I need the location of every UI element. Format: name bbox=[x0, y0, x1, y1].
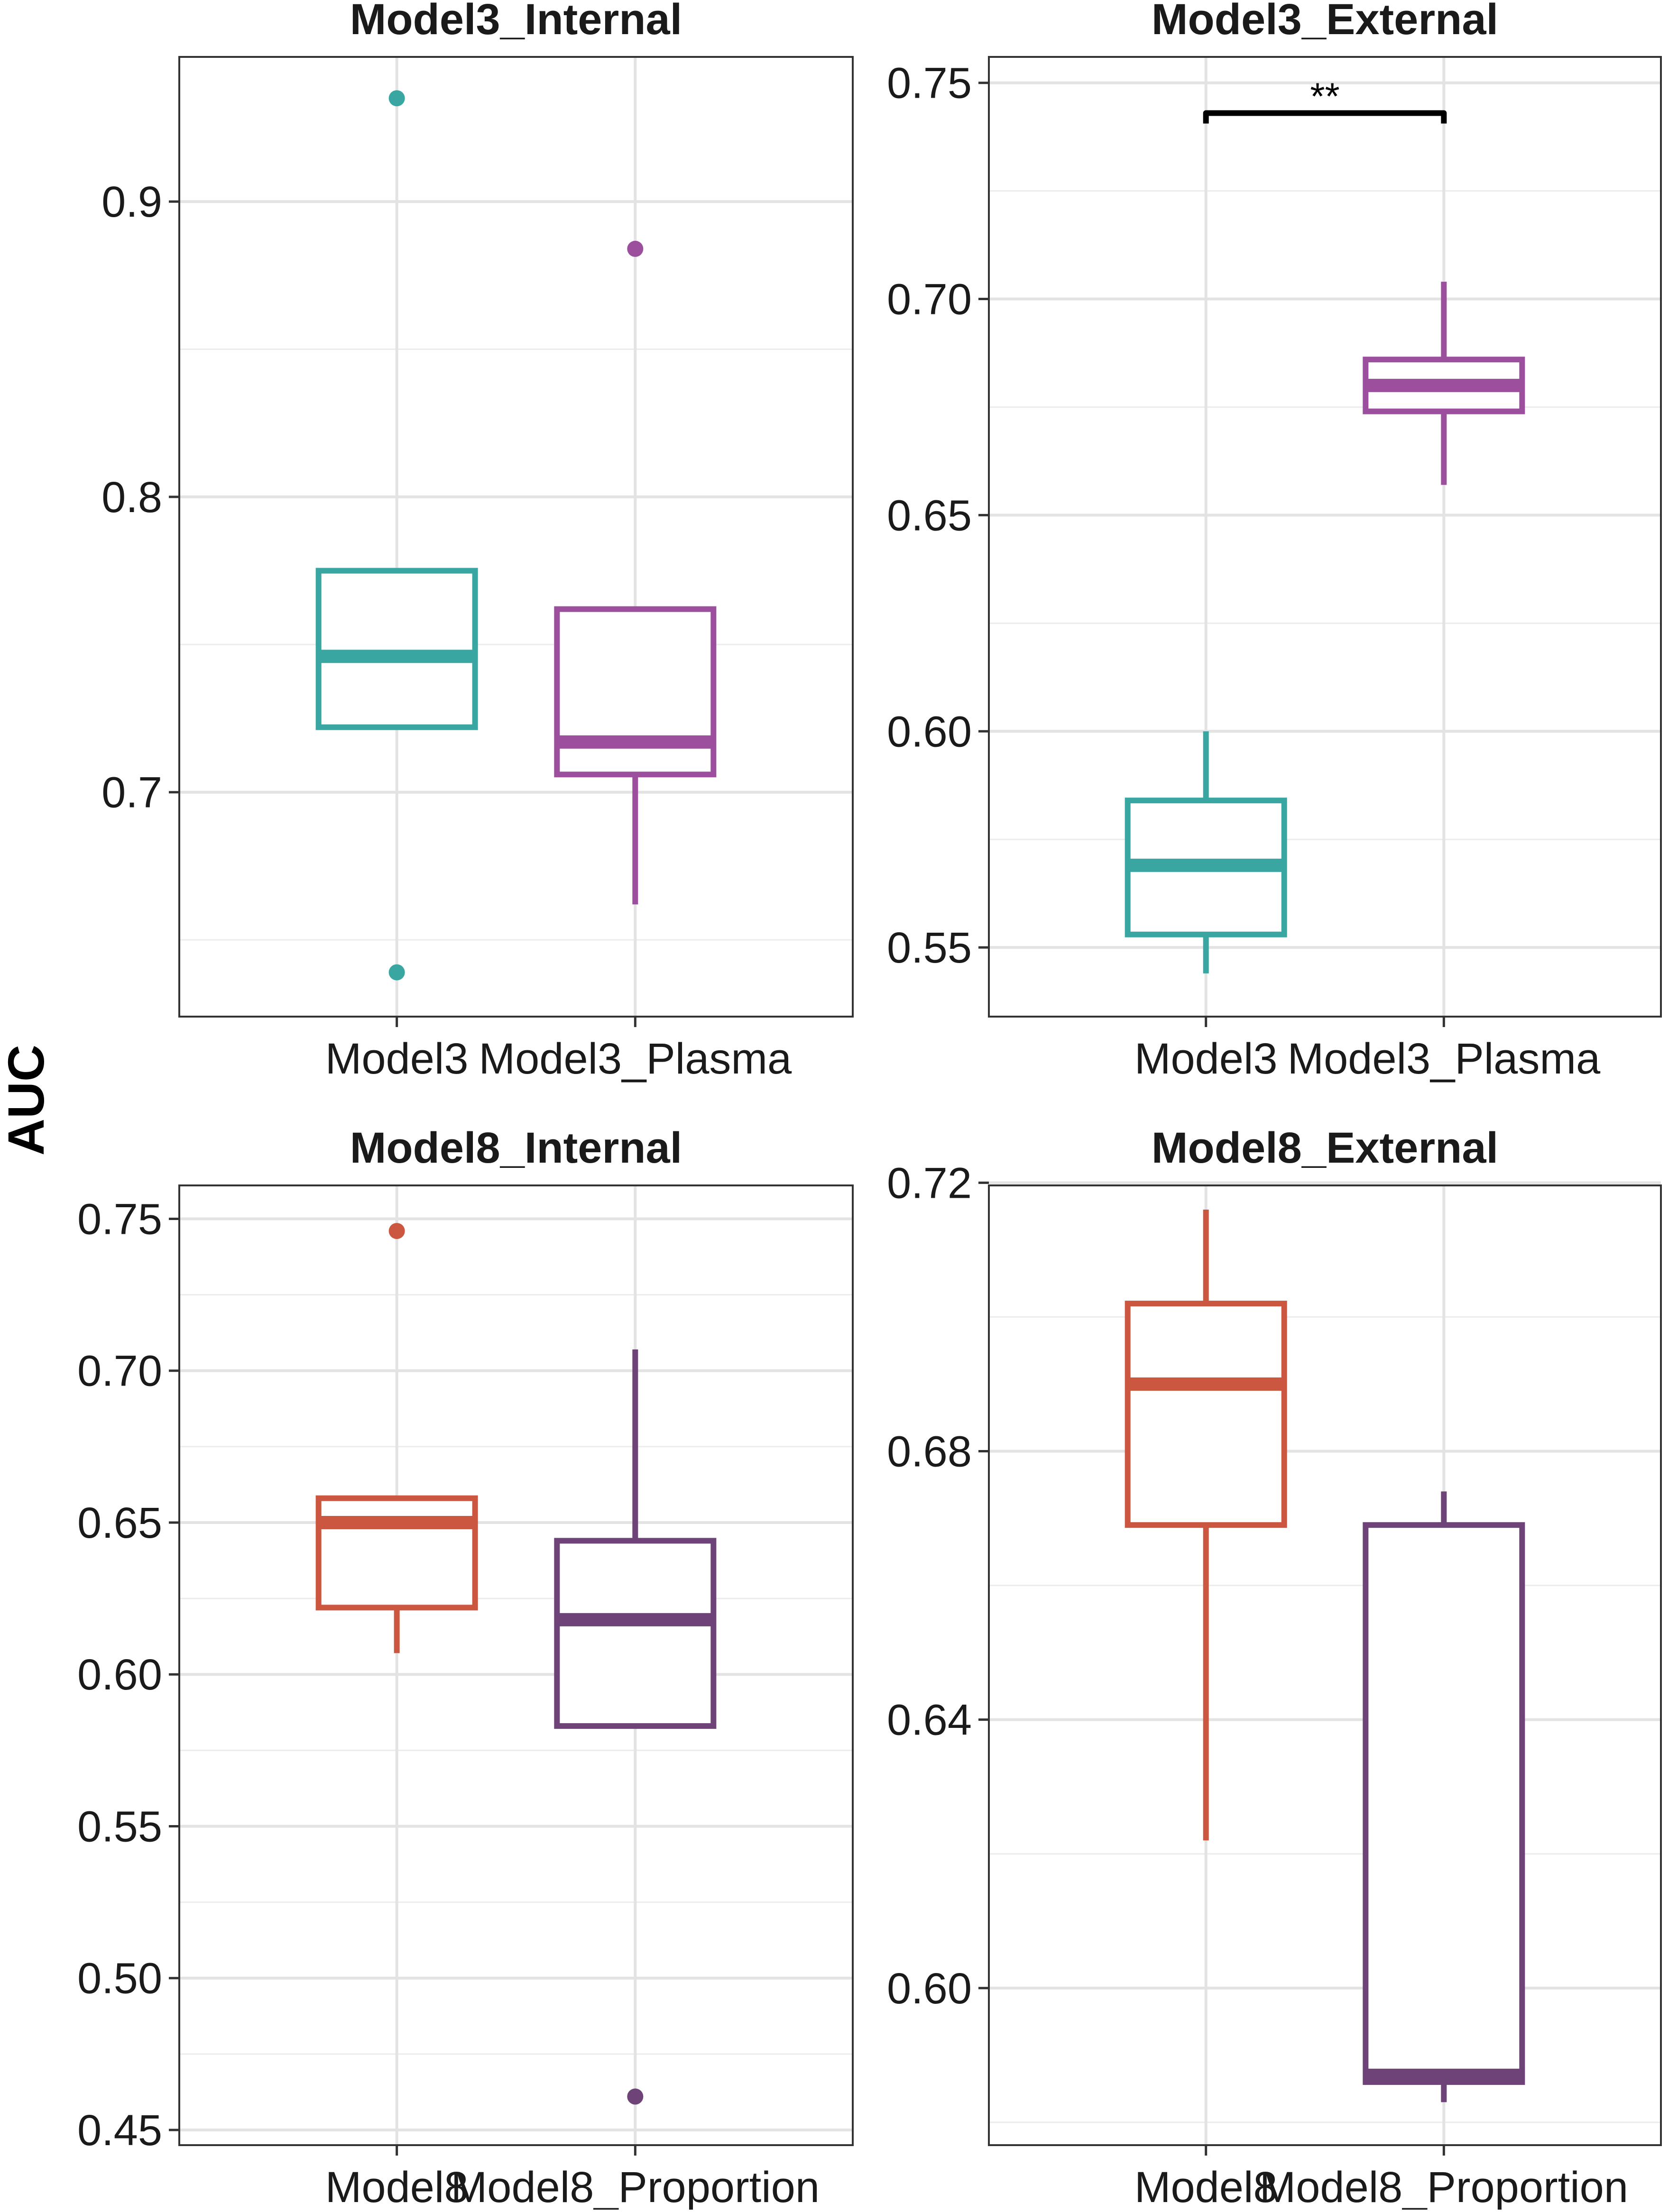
panel-border bbox=[988, 1184, 1662, 2146]
panel-border bbox=[988, 56, 1662, 1018]
box-model8-proportion bbox=[1363, 1491, 1525, 2102]
panel-title: Model3_External bbox=[1152, 0, 1498, 44]
panel-border bbox=[178, 1184, 854, 2146]
y-tick-label: 0.64 bbox=[887, 1696, 972, 1744]
panel-model8-internal: 0.450.500.550.600.650.700.75Model8Model8… bbox=[77, 1124, 854, 2212]
iqr-box bbox=[554, 606, 717, 778]
y-tick-label: 0.60 bbox=[77, 1651, 162, 1699]
box-model8 bbox=[315, 1223, 478, 1653]
y-tick-label: 0.9 bbox=[101, 178, 162, 226]
y-tick-label: 0.70 bbox=[77, 1347, 162, 1395]
y-tick-label: 0.65 bbox=[77, 1499, 162, 1547]
panel-title: Model3_Internal bbox=[350, 0, 682, 44]
iqr-box bbox=[315, 568, 478, 730]
panel-background bbox=[989, 1185, 1661, 2145]
x-tick-label: Model8_Proportion bbox=[1260, 2163, 1628, 2210]
panel-title: Model8_Internal bbox=[350, 1124, 682, 1172]
x-tick-label: Model3 bbox=[325, 1035, 469, 1083]
panel-border bbox=[178, 56, 854, 1018]
outlier-point bbox=[388, 1223, 405, 1239]
significance-label: ** bbox=[1310, 75, 1339, 118]
x-tick-label: Model8_Proportion bbox=[451, 2163, 820, 2210]
box-model8-proportion bbox=[554, 1349, 717, 2105]
panel-model3-internal: 0.7 0.8 0.9 Model3 Model3_Plasma Model3_Inter… bbox=[101, 0, 854, 1083]
outlier-point bbox=[388, 964, 405, 981]
y-tick-label: 0.8 bbox=[101, 473, 162, 522]
iqr-box bbox=[315, 1495, 478, 1611]
y-tick-label: 0.75 bbox=[887, 59, 972, 108]
panel-background bbox=[179, 1185, 853, 2145]
box-model8 bbox=[1125, 1209, 1287, 1841]
box-model3 bbox=[1125, 731, 1287, 973]
x-tick-label: Model3_Plasma bbox=[479, 1035, 792, 1083]
box-model3 bbox=[315, 90, 478, 981]
x-tick-label: Model3 bbox=[1134, 1035, 1278, 1083]
x-tick-label: Model3_Plasma bbox=[1287, 1035, 1601, 1083]
panel-model3-external: ** 0.55 0.60 0.65 0.70 0.75 Model3 Model3_Plasm… bbox=[887, 0, 1662, 1083]
y-tick-label: 0.68 bbox=[887, 1427, 972, 1476]
y-axis-label: AUC bbox=[0, 1045, 55, 1156]
panel-background bbox=[179, 57, 853, 1017]
y-tick-label: 0.70 bbox=[887, 275, 972, 324]
outlier-point bbox=[388, 90, 405, 107]
box-model3-plasma bbox=[554, 240, 717, 905]
y-tick-label: 0.75 bbox=[77, 1195, 162, 1243]
outlier-point bbox=[627, 240, 644, 257]
box-model3-plasma bbox=[1363, 282, 1525, 485]
x-tick-label: Model8 bbox=[1134, 2163, 1278, 2210]
y-tick-label: 0.7 bbox=[101, 769, 162, 817]
y-tick-label: 0.55 bbox=[77, 1802, 162, 1851]
panel-background bbox=[989, 57, 1661, 1017]
y-tick-label: 0.65 bbox=[887, 491, 972, 540]
panel-title: Model8_External bbox=[1152, 1124, 1498, 1172]
significance-bracket: ** bbox=[1203, 75, 1447, 124]
y-tick-label: 0.50 bbox=[77, 1955, 162, 2003]
y-tick-label: 0.72 bbox=[887, 1159, 972, 1207]
y-tick-label: 0.60 bbox=[887, 707, 972, 756]
iqr-box bbox=[1363, 1522, 1525, 2085]
y-tick-label: 0.60 bbox=[887, 1964, 972, 2013]
x-tick-label: Model8 bbox=[325, 2163, 469, 2210]
iqr-box bbox=[554, 1538, 717, 1729]
y-tick-label: 0.45 bbox=[77, 2106, 162, 2155]
y-tick-label: 0.55 bbox=[887, 924, 972, 972]
outlier-point bbox=[627, 2088, 644, 2105]
iqr-box bbox=[1125, 1301, 1287, 1528]
bracket-line bbox=[1203, 110, 1447, 124]
